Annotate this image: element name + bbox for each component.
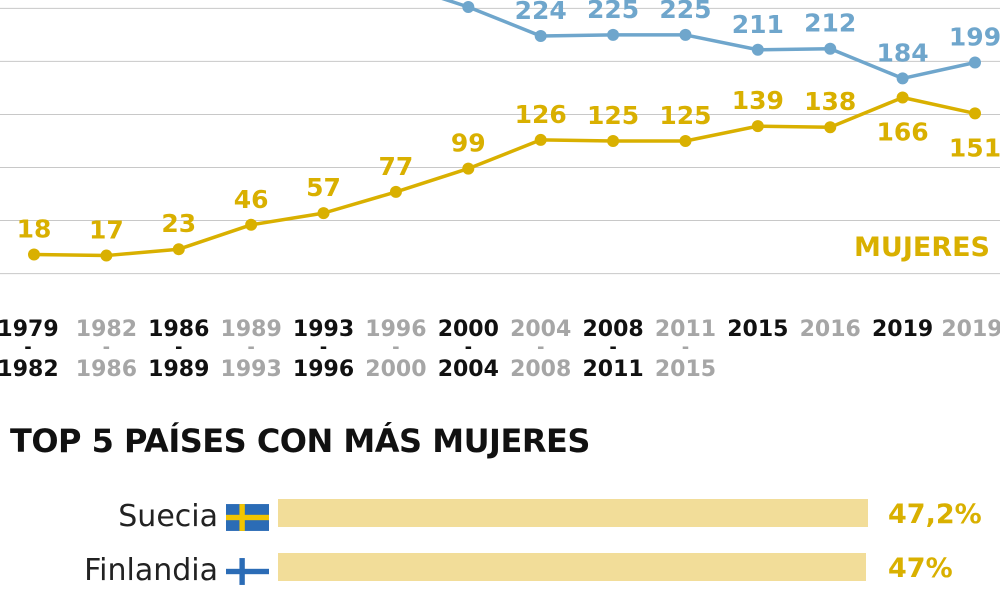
x-tick-separator: - (320, 337, 327, 358)
bar (278, 499, 868, 527)
bar-row: Suecia 47,2% (0, 497, 1000, 537)
x-tick-separator: - (609, 337, 616, 358)
line-chart: 18 17 23 46 57 77 99 126 125 125 139 138 166 151 224 22… (0, 0, 1000, 382)
x-tick-separator: - (175, 337, 182, 358)
data-labels: 18 17 23 46 57 77 99 126 125 125 139 138 166 151 224 22… (17, 0, 1000, 245)
data-label: 211 (732, 10, 784, 39)
x-tick-separator: - (392, 337, 399, 358)
x-tick-label: 2015 (655, 357, 716, 382)
x-tick-label: 1993 (221, 357, 282, 382)
data-point (462, 1, 475, 13)
data-label: 224 (515, 0, 567, 25)
data-label: 46 (234, 185, 269, 214)
x-axis-ticks: 1979-19821982-19861986-19891989-19931993… (0, 317, 1000, 382)
data-point (28, 248, 40, 261)
x-tick-label: 1979 (0, 317, 59, 342)
x-tick-label: 2015 (727, 317, 788, 342)
x-tick-label: 1986 (76, 357, 137, 382)
grid-lines (0, 7, 1000, 275)
data-point (751, 43, 764, 56)
data-point (245, 218, 258, 231)
bar (278, 553, 866, 581)
finland-flag-icon (226, 558, 269, 585)
data-label: 77 (379, 152, 414, 181)
series-line-mujeres (33, 95, 976, 258)
data-point (896, 91, 909, 104)
data-point (896, 72, 909, 85)
x-tick-label: 2019 (941, 317, 1000, 342)
x-tick-label: 2004 (438, 357, 499, 382)
x-tick-label: 2011 (655, 317, 716, 342)
data-label: 125 (659, 101, 711, 130)
data-point (969, 56, 981, 69)
data-point (679, 134, 692, 147)
x-tick-separator: - (537, 337, 544, 358)
data-label: 126 (515, 100, 567, 129)
data-label: 138 (804, 87, 856, 116)
data-point (824, 42, 837, 55)
data-point (100, 249, 113, 262)
data-label: 139 (732, 86, 784, 115)
data-label: 199 (949, 22, 1000, 51)
x-tick-label: 1989 (148, 357, 209, 382)
x-tick-label: 2016 (800, 317, 861, 342)
sweden-flag-icon (226, 504, 269, 531)
series-points (28, 1, 981, 262)
data-point (462, 162, 475, 175)
data-label: 151 (949, 133, 1000, 162)
x-tick-separator: - (465, 337, 472, 358)
data-label: 225 (659, 0, 711, 24)
x-tick-label: 2000 (365, 357, 426, 382)
x-tick-label: 1996 (293, 357, 354, 382)
x-tick-label: 2011 (582, 357, 643, 382)
data-label: 23 (161, 209, 196, 238)
data-label: 225 (587, 0, 639, 24)
data-label: 57 (306, 173, 341, 202)
x-tick-separator: - (103, 337, 110, 358)
data-point (969, 107, 981, 120)
x-tick-label: 1996 (365, 317, 426, 342)
x-tick-label: 2004 (510, 317, 571, 342)
x-tick-label: 1989 (221, 317, 282, 342)
bar-country-label: Finlandia (84, 553, 218, 588)
top5-title: TOP 5 PAÍSES CON MÁS MUJERES (10, 422, 590, 460)
x-tick-label: 1982 (76, 317, 137, 342)
x-tick-label: 2008 (582, 317, 643, 342)
bar-value-label: 47% (888, 553, 953, 584)
data-point (824, 121, 837, 134)
x-tick-separator: - (682, 337, 689, 358)
bar-country-label: Suecia (118, 499, 218, 534)
data-point (317, 207, 330, 220)
data-point (389, 185, 402, 198)
data-label: 212 (804, 9, 856, 38)
data-point (534, 29, 547, 42)
data-point (607, 134, 620, 147)
bar-row: Finlandia 47% (0, 551, 1000, 591)
x-tick-label: 1982 (0, 357, 59, 382)
data-label: 125 (587, 101, 639, 130)
x-tick-label: 2000 (438, 317, 499, 342)
x-tick-label: 1986 (148, 317, 209, 342)
data-label: 18 (17, 215, 52, 244)
data-label: 166 (877, 118, 929, 147)
x-tick-label: 1993 (293, 317, 354, 342)
x-tick-separator: - (247, 337, 254, 358)
data-label: 17 (89, 216, 124, 245)
x-tick-label: 2019 (872, 317, 933, 342)
series-label-mujeres: MUJERES (854, 232, 990, 263)
data-point (679, 28, 692, 41)
bar-value-label: 47,2% (888, 499, 982, 530)
data-point (607, 28, 620, 41)
x-tick-label: 2008 (510, 357, 571, 382)
data-label: 99 (451, 129, 486, 158)
x-tick-separator: - (24, 337, 31, 358)
data-point (172, 243, 185, 256)
data-label: 184 (877, 38, 929, 67)
data-point (534, 133, 547, 146)
data-point (751, 120, 764, 133)
